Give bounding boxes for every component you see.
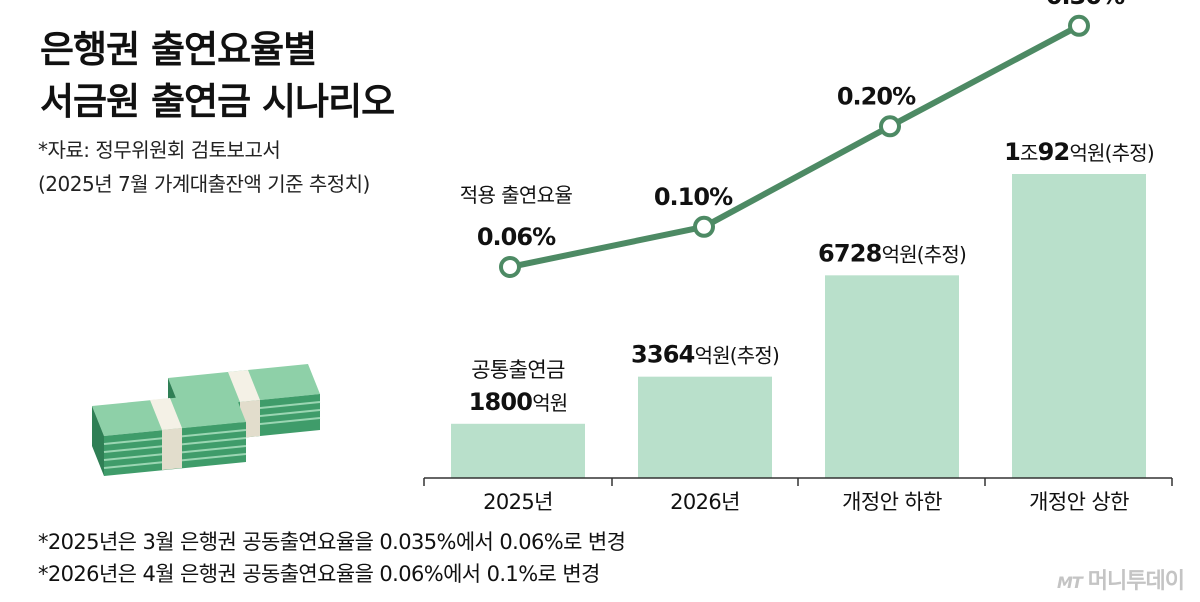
rate-marker-2 bbox=[879, 115, 901, 138]
rate-label-3: 0.30% bbox=[1046, 0, 1125, 10]
x-tick-labels: 2025년 2026년 개정안 하한 개정안 상한 bbox=[423, 478, 1173, 514]
publisher-mark: MT bbox=[1056, 573, 1083, 592]
title-line-2: 서금원 출연금 시나리오 bbox=[40, 80, 395, 123]
line-series-name: 적용 출연요율 bbox=[460, 183, 573, 207]
bar-1 bbox=[638, 376, 772, 478]
source-line-1: *자료: 정무위원회 검토보고서 bbox=[38, 138, 281, 162]
chart-title: 은행권 출연요율별 서금원 출연금 시나리오 bbox=[40, 24, 395, 128]
rate-label-1: 0.10% bbox=[654, 183, 733, 211]
x-tick-label-2: 개정안 하한 bbox=[842, 490, 942, 514]
bar-value-label-2: 6728억원(추정) bbox=[818, 239, 966, 267]
bar-3 bbox=[1012, 174, 1146, 478]
footnotes: *2025년은 3월 은행권 공동출연요율을 0.035%에서 0.06%로 변… bbox=[38, 526, 626, 590]
title-line-1: 은행권 출연요율별 bbox=[40, 28, 317, 71]
money-stack-illustration bbox=[92, 364, 321, 476]
footnote-1: *2025년은 3월 은행권 공동출연요율을 0.035%에서 0.06%로 변… bbox=[38, 530, 626, 554]
rate-marker-3 bbox=[1068, 14, 1090, 37]
bar-value-labels: 공통출연금 1800억원 3364억원(추정) 6728억원(추정) 1조92억원(추정… bbox=[469, 138, 1155, 416]
source-note: *자료: 정무위원회 검토보고서 (2025년 7월 가계대출잔액 기준 추정치… bbox=[38, 133, 370, 201]
rate-label-2: 0.20% bbox=[837, 82, 916, 110]
rate-marker-0 bbox=[499, 256, 521, 278]
bar-value-label-0: 1800억원 bbox=[469, 388, 568, 416]
bar-value-label-3: 1조92억원(추정) bbox=[1004, 138, 1154, 166]
source-line-2: (2025년 7월 가계대출잔액 기준 추정치) bbox=[38, 172, 370, 196]
bar-label-prefix-0: 공통출연금 bbox=[471, 358, 565, 382]
bars-layer bbox=[451, 174, 1146, 478]
rate-marker-1 bbox=[693, 215, 715, 238]
x-tick-label-1: 2026년 bbox=[670, 490, 740, 514]
publisher-name: 머니투데이 bbox=[1087, 569, 1185, 594]
rate-label-0: 0.06% bbox=[477, 223, 556, 251]
bar-value-label-1: 3364억원(추정) bbox=[631, 341, 779, 369]
publisher-credit: MT 머니투데이 bbox=[1056, 563, 1185, 595]
rate-line-layer: 0.06% 0.10% 0.20% 0.30% bbox=[477, 0, 1126, 278]
bar-2 bbox=[825, 275, 959, 478]
money-stack-front bbox=[92, 392, 247, 476]
x-tick-label-3: 개정안 상한 bbox=[1029, 490, 1129, 514]
bar-0 bbox=[451, 423, 585, 478]
footnote-2: *2026년은 4월 은행권 공동출연요율을 0.06%에서 0.1%로 변경 bbox=[38, 562, 600, 586]
x-tick-label-0: 2025년 bbox=[483, 490, 553, 514]
rate-line bbox=[509, 23, 1081, 270]
